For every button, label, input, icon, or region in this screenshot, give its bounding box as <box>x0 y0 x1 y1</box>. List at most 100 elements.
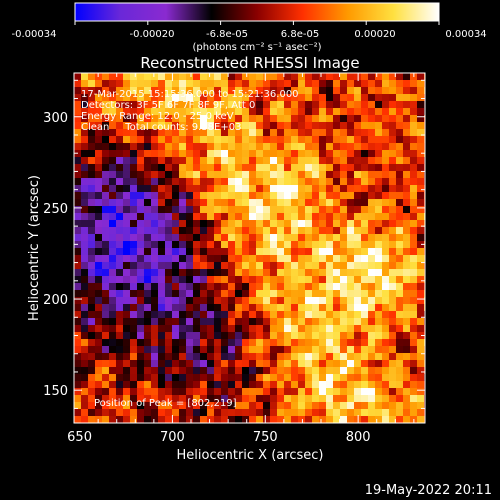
heatmap-cell <box>319 157 327 165</box>
heatmap-cell <box>144 269 152 277</box>
heatmap-cell <box>375 178 383 186</box>
heatmap-cell <box>109 395 117 403</box>
heatmap-cell <box>340 360 348 368</box>
heatmap-cell <box>410 255 418 263</box>
heatmap-cell <box>375 80 383 88</box>
heatmap-cell <box>263 276 271 284</box>
heatmap-cell <box>403 94 411 102</box>
heatmap-cell <box>74 416 82 423</box>
heatmap-cell <box>354 290 362 298</box>
heatmap-cell <box>396 199 404 207</box>
heatmap-cell <box>291 297 299 305</box>
heatmap-cell <box>354 318 362 326</box>
heatmap-cell <box>410 339 418 347</box>
heatmap-cell <box>417 255 425 263</box>
heatmap-cell <box>116 143 124 151</box>
heatmap-cell <box>312 122 320 130</box>
heatmap-cell <box>158 409 166 417</box>
heatmap-cell <box>228 108 236 116</box>
heatmap-cell <box>158 304 166 312</box>
heatmap-cell <box>382 157 390 165</box>
heatmap-cell <box>158 199 166 207</box>
heatmap-cell <box>81 108 89 116</box>
heatmap-cell <box>382 353 390 361</box>
heatmap-cell <box>130 192 138 200</box>
heatmap-cell <box>179 108 187 116</box>
heatmap-cell <box>326 227 334 235</box>
heatmap-cell <box>172 262 180 270</box>
heatmap-cell <box>361 353 369 361</box>
heatmap-cell <box>228 276 236 284</box>
heatmap-cell <box>375 129 383 137</box>
heatmap-cell <box>179 234 187 242</box>
heatmap-cell <box>200 178 208 186</box>
heatmap-cell <box>256 318 264 326</box>
heatmap-cell <box>109 213 117 221</box>
heatmap-cell <box>81 304 89 312</box>
heatmap-cell <box>249 171 257 179</box>
heatmap-cell <box>172 164 180 172</box>
heatmap-cell <box>158 283 166 291</box>
heatmap-cell <box>326 213 334 221</box>
heatmap-cell <box>389 157 397 165</box>
heatmap-cell <box>284 290 292 298</box>
heatmap-cell <box>186 304 194 312</box>
heatmap-cell <box>256 416 264 423</box>
heatmap-cell <box>298 178 306 186</box>
heatmap-cell <box>102 297 110 305</box>
heatmap-cell <box>403 402 411 410</box>
heatmap-cell <box>186 206 194 214</box>
heatmap-cell <box>207 178 215 186</box>
heatmap-cell <box>354 402 362 410</box>
heatmap-cell <box>74 304 82 312</box>
heatmap-cell <box>144 325 152 333</box>
heatmap-cell <box>137 416 145 423</box>
heatmap-cell <box>200 234 208 242</box>
heatmap-cell <box>116 115 124 123</box>
heatmap-cell <box>389 388 397 396</box>
heatmap-cell <box>277 199 285 207</box>
heatmap-cell <box>312 409 320 417</box>
heatmap-cell <box>172 339 180 347</box>
heatmap-cell <box>375 87 383 95</box>
heatmap-cell <box>312 143 320 151</box>
heatmap-cell <box>130 395 138 403</box>
heatmap-cell <box>130 360 138 368</box>
heatmap-cell <box>410 346 418 354</box>
heatmap-cell <box>207 332 215 340</box>
heatmap-cell <box>354 283 362 291</box>
heatmap-cell <box>319 311 327 319</box>
heatmap-cell <box>270 374 278 382</box>
heatmap-cell <box>158 164 166 172</box>
heatmap-cell <box>88 290 96 298</box>
heatmap-cell <box>74 276 82 284</box>
heatmap-cell <box>172 325 180 333</box>
heatmap-cell <box>333 227 341 235</box>
heatmap-cell <box>81 101 89 109</box>
heatmap-cell <box>235 290 243 298</box>
heatmap-cell <box>242 339 250 347</box>
heatmap-cell <box>74 87 82 95</box>
heatmap-cell <box>382 206 390 214</box>
heatmap-cell <box>361 241 369 249</box>
heatmap-cell <box>158 185 166 193</box>
heatmap-cell <box>228 290 236 298</box>
heatmap-cell <box>102 87 110 95</box>
heatmap-cell <box>291 262 299 270</box>
heatmap-cell <box>193 220 201 228</box>
heatmap-cell <box>228 367 236 375</box>
heatmap-cell <box>179 136 187 144</box>
heatmap-cell <box>263 101 271 109</box>
heatmap-cell <box>81 276 89 284</box>
heatmap-cell <box>410 325 418 333</box>
heatmap-cell <box>284 339 292 347</box>
heatmap-cell <box>186 185 194 193</box>
heatmap-cell <box>347 171 355 179</box>
heatmap-cell <box>263 353 271 361</box>
heatmap-cell <box>116 108 124 116</box>
heatmap-cell <box>256 283 264 291</box>
heatmap-cell <box>263 402 271 410</box>
heatmap-cell <box>228 416 236 423</box>
heatmap-cell <box>403 297 411 305</box>
heatmap-cell <box>340 157 348 165</box>
